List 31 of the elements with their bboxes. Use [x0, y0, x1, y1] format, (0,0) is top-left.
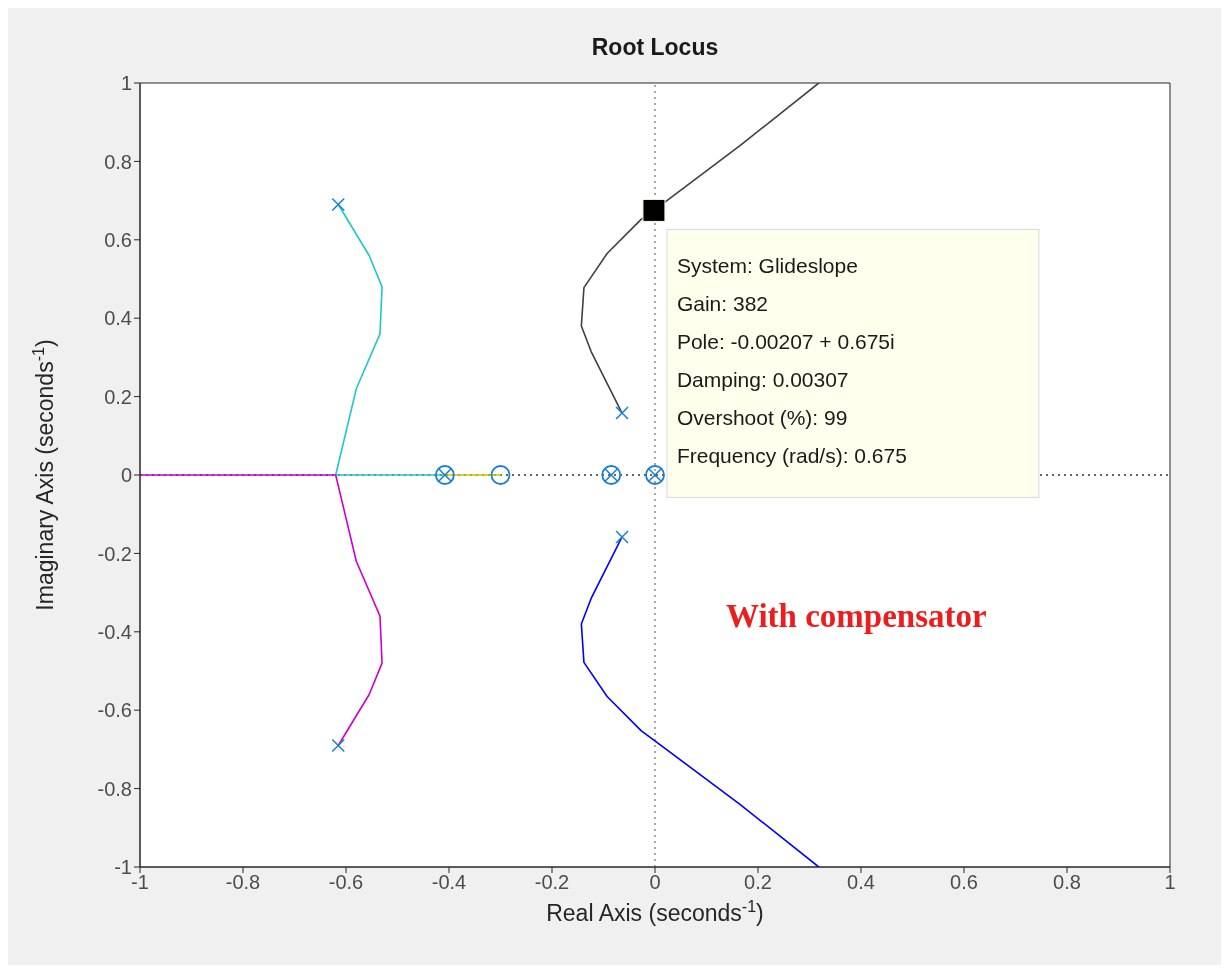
x-tick-label: 0.4 — [847, 871, 875, 894]
point — [615, 530, 629, 544]
y-tick-label: -0.2 — [97, 542, 132, 565]
point — [642, 198, 666, 222]
x-tick-label: -0.6 — [328, 871, 364, 894]
x-tick-label: 0.6 — [950, 871, 978, 894]
x-tick-label: -0.4 — [431, 871, 467, 894]
y-tick-label: -0.6 — [97, 699, 132, 722]
point — [331, 738, 346, 753]
x-tick-label: -0.2 — [534, 871, 570, 894]
x-tick-label: 0.2 — [744, 871, 772, 894]
annotation: With compensator — [726, 598, 987, 635]
y-tick-label: 0.6 — [104, 228, 132, 251]
point — [490, 465, 511, 485]
y-tick-label: 0.2 — [104, 385, 132, 408]
x-tick-label: 0.8 — [1053, 871, 1081, 894]
y-tick-label: -0.8 — [97, 777, 132, 800]
point — [331, 197, 346, 212]
y-tick-label: -0.4 — [97, 620, 132, 643]
y-tick-label: 1 — [120, 72, 132, 95]
x-tick-label: 0 — [649, 871, 661, 894]
y-tick-label: 0 — [120, 464, 132, 487]
y-tick-label: 0.8 — [104, 150, 132, 173]
x-tick-label: -0.8 — [225, 871, 261, 894]
chart-title: Root Locus — [590, 34, 720, 61]
y-tick-label: -1 — [114, 856, 132, 879]
x-axis-title: Real Axis (seconds$^{-1}$) — [546, 897, 764, 926]
point — [615, 406, 629, 420]
y-tick-label: 0.4 — [104, 307, 132, 330]
x-tick-label: 1 — [1164, 871, 1176, 894]
annotation: System: Glideslope Gain: 382 Pole: -0.00207 + 0.675i Damping: 0.00307 Overshoot (%): 99 Frequency (rad/s): 0.675 — [676, 254, 907, 468]
